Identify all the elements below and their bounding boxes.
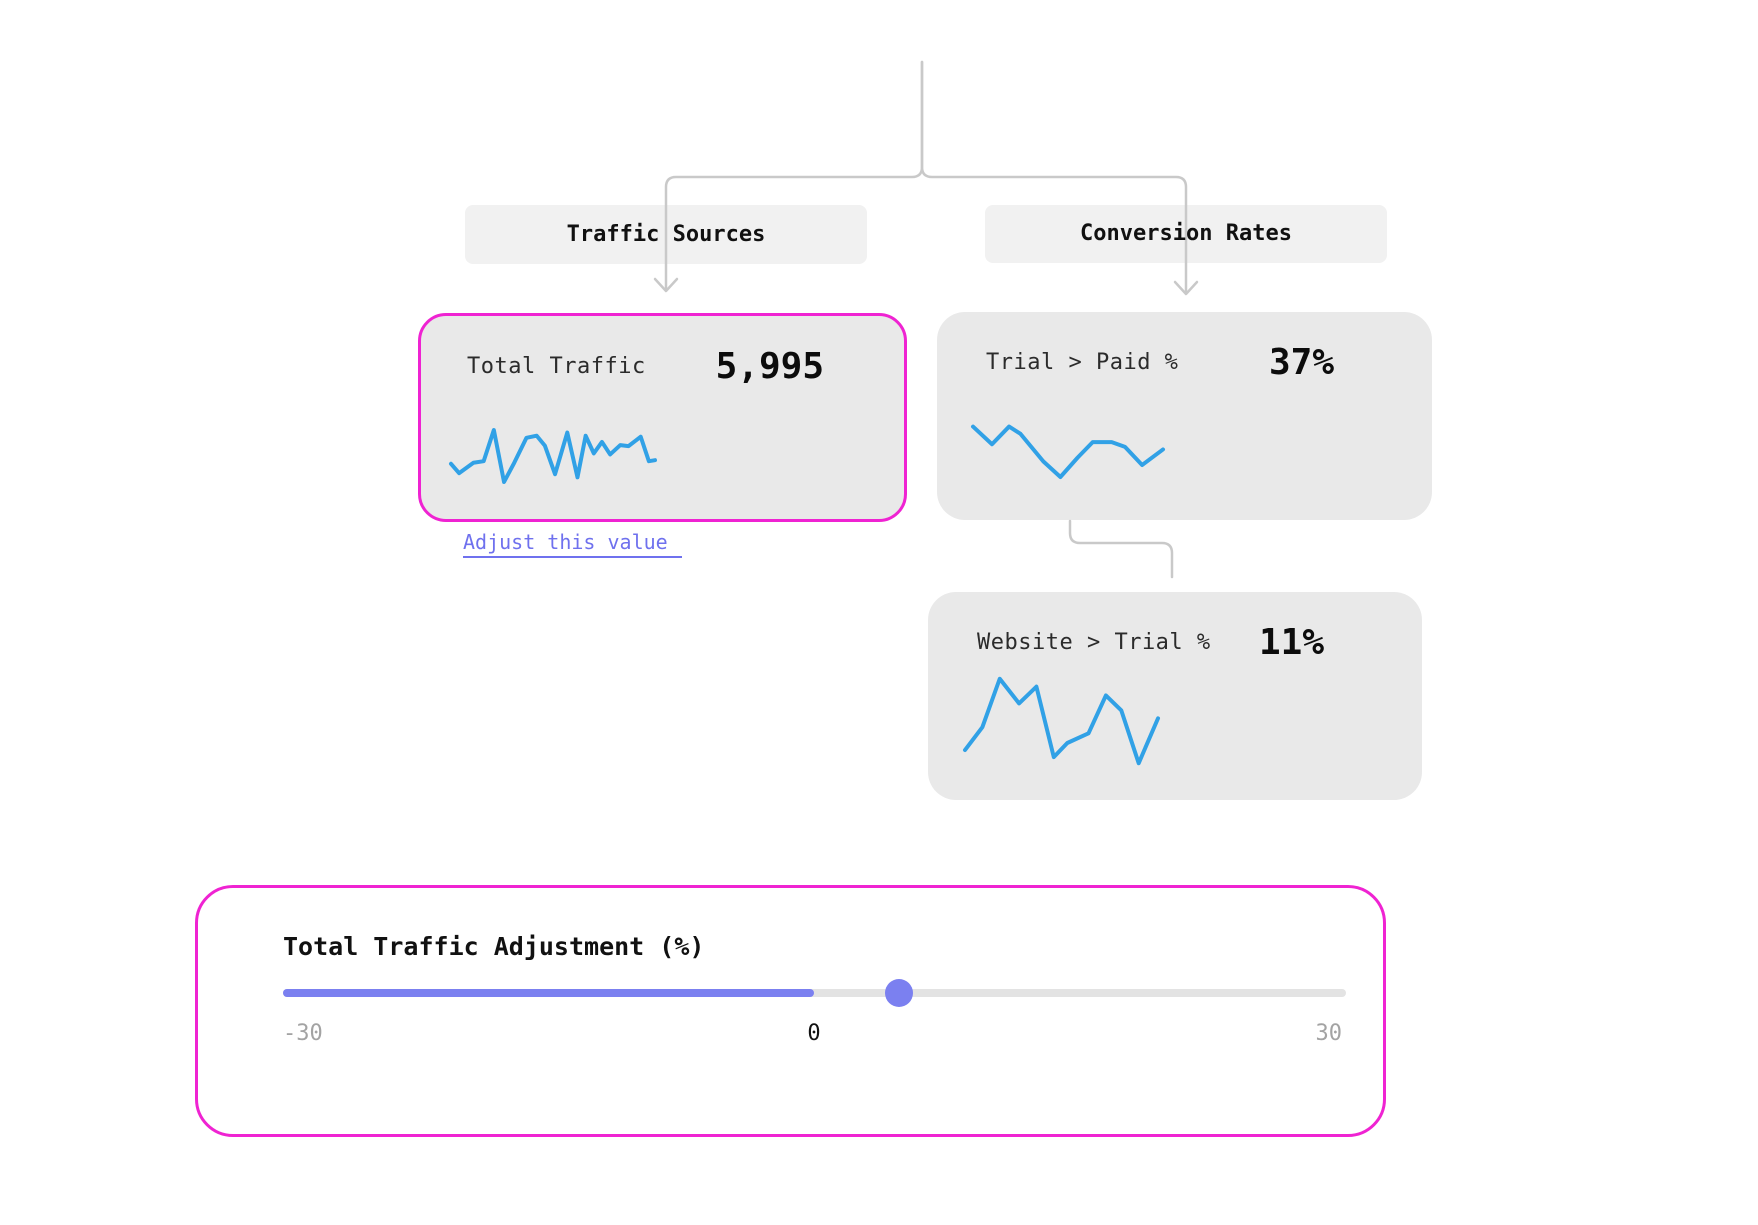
sparkline-website-trial xyxy=(965,677,1158,765)
sparkline-total-traffic xyxy=(451,430,655,482)
card-total-traffic-label: Total Traffic xyxy=(467,353,646,379)
card-trial-paid-label: Trial > Paid % xyxy=(986,349,1179,375)
group-label-traffic-sources-text: Traffic Sources xyxy=(566,222,766,247)
sparkline-trial-paid xyxy=(973,425,1163,477)
arrow-down-icon xyxy=(1173,280,1199,296)
card-website-trial-label: Website > Trial % xyxy=(977,629,1211,655)
adjust-value-link[interactable]: Adjust this value xyxy=(463,530,682,558)
card-trial-paid-row: Trial > Paid % 37% xyxy=(986,340,1334,384)
slider-max-label: 30 xyxy=(1315,1021,1343,1046)
card-total-traffic[interactable]: Total Traffic 5,995 xyxy=(418,313,907,522)
card-website-trial[interactable]: Website > Trial % 11% xyxy=(928,592,1422,800)
slider-min-label: -30 xyxy=(283,1021,323,1046)
slider-title: Total Traffic Adjustment (%) xyxy=(283,932,705,961)
card-website-trial-value: 11% xyxy=(1258,621,1324,663)
group-label-conversion-rates-text: Conversion Rates xyxy=(1080,221,1292,246)
slider-panel: Total Traffic Adjustment (%) -30 0 30 xyxy=(195,885,1386,1137)
slider-thumb[interactable] xyxy=(885,979,913,1007)
group-label-conversion-rates: Conversion Rates xyxy=(985,205,1387,263)
card-trial-paid-value: 37% xyxy=(1268,341,1334,383)
card-total-traffic-row: Total Traffic 5,995 xyxy=(467,344,824,388)
slider-value-label: 0 xyxy=(807,1021,821,1046)
card-trial-paid[interactable]: Trial > Paid % 37% xyxy=(937,312,1432,520)
connector-trial-to-website xyxy=(1068,519,1174,579)
card-website-trial-row: Website > Trial % 11% xyxy=(977,620,1324,664)
card-total-traffic-value: 5,995 xyxy=(715,345,824,387)
group-label-traffic-sources: Traffic Sources xyxy=(465,205,867,264)
slider-track[interactable] xyxy=(283,979,1346,1007)
slider-fill xyxy=(283,989,814,997)
arrow-down-icon xyxy=(653,277,679,293)
